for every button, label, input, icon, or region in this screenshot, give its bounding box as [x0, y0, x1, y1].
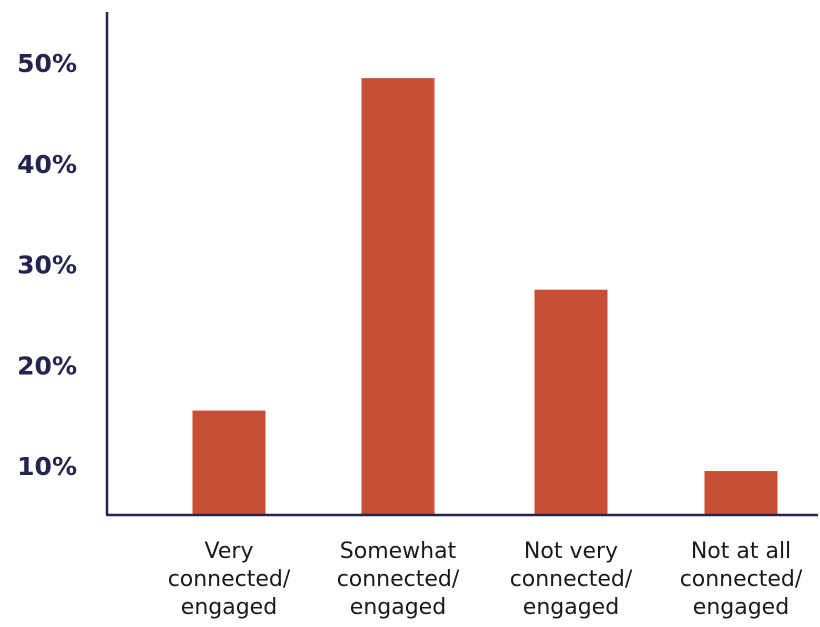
- y-tick-label: 20%: [17, 351, 77, 380]
- y-tick-label: 10%: [17, 452, 77, 481]
- x-category-label-line: Not very: [524, 539, 618, 564]
- x-category-label-line: connected/: [168, 567, 291, 592]
- x-category-label-line: connected/: [510, 567, 633, 592]
- y-tick-label: 50%: [17, 49, 77, 78]
- x-category-label-line: engaged: [693, 595, 789, 620]
- y-axis-ticks: 10% 20% 30% 40% 50%: [17, 49, 77, 481]
- bar: [704, 471, 778, 515]
- bar: [192, 410, 266, 515]
- x-category-label-line: connected/: [337, 567, 460, 592]
- x-category-label: Somewhat connected/engaged: [337, 539, 460, 620]
- x-category-label-line: engaged: [181, 595, 277, 620]
- x-axis-category-labels: Very connected/engaged Somewhat connected/e…: [168, 539, 803, 620]
- x-category-label-line: Somewhat: [340, 539, 457, 564]
- bar: [361, 78, 435, 516]
- x-category-label-line: Not at all: [691, 539, 791, 564]
- x-category-label-line: engaged: [523, 595, 619, 620]
- x-category-label-line: engaged: [350, 595, 446, 620]
- bar: [534, 289, 608, 515]
- x-category-label: Not very connected/engaged: [510, 539, 633, 620]
- y-tick-label: 40%: [17, 150, 77, 179]
- x-category-label: Very connected/engaged: [168, 539, 291, 620]
- x-category-label-line: connected/: [680, 567, 803, 592]
- x-category-label: Not at all connected/engaged: [680, 539, 803, 620]
- x-category-label-line: Very: [205, 539, 254, 564]
- bars-group: [192, 78, 778, 516]
- y-tick-label: 30%: [17, 251, 77, 280]
